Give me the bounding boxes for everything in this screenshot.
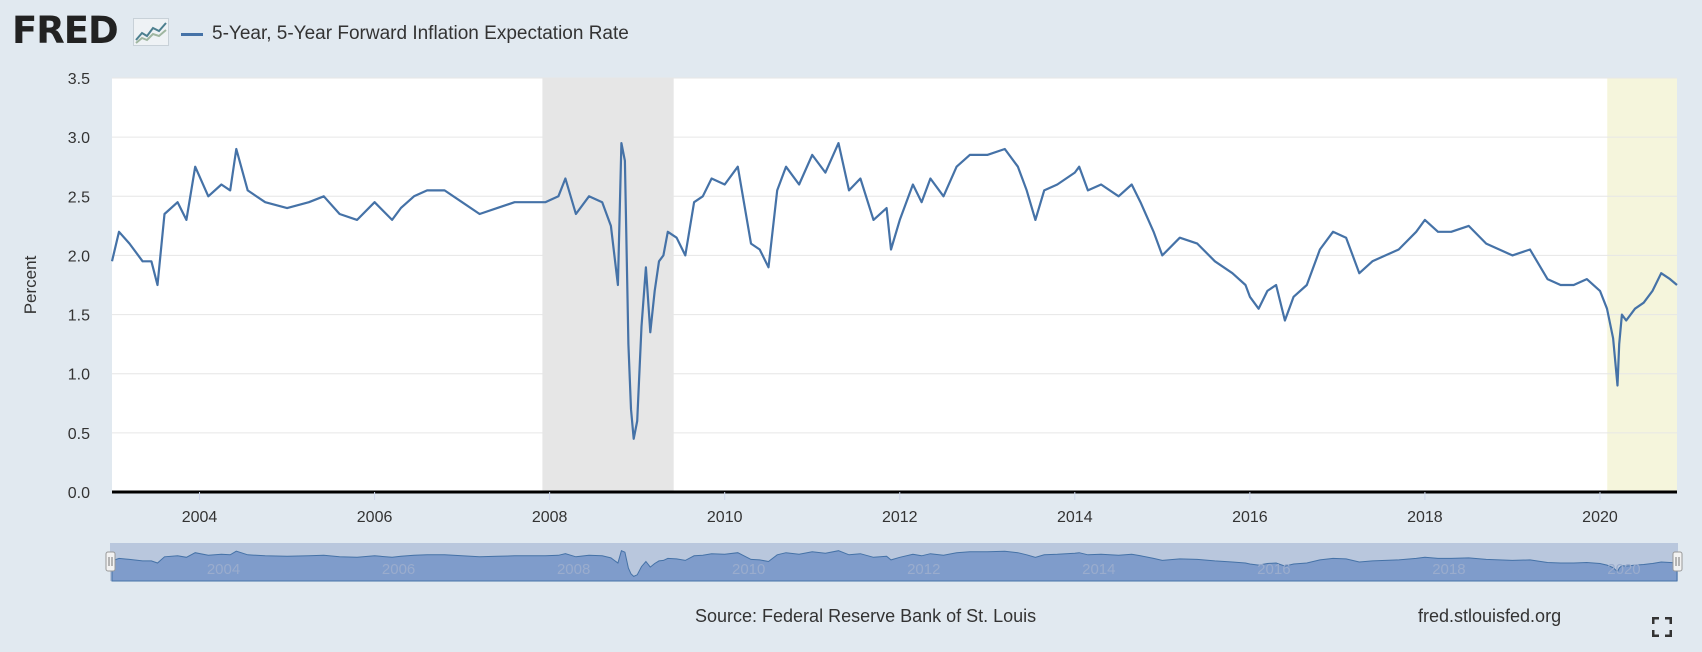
navigator-year-label: 2006 xyxy=(382,561,415,578)
legend-series-label: 5-Year, 5-Year Forward Inflation Expecta… xyxy=(212,23,629,44)
y-tick-label: 0.0 xyxy=(68,485,90,502)
x-tick-label: 2004 xyxy=(182,509,218,526)
x-tick-label: 2012 xyxy=(882,509,918,526)
series-line[interactable] xyxy=(110,142,1678,440)
navigator-year-label: 2010 xyxy=(732,561,765,578)
chart-header: FRED 5-Year, 5-Year Forward Inflation Ex… xyxy=(0,0,1702,70)
navigator-right-handle[interactable] xyxy=(1672,551,1683,572)
site-link[interactable]: fred.stlouisfed.org xyxy=(1418,606,1562,626)
x-tick-label: 2008 xyxy=(532,509,568,526)
fred-logo[interactable]: FRED xyxy=(12,9,119,52)
navigator-year-label: 2018 xyxy=(1432,561,1465,578)
x-tick-label: 2016 xyxy=(1232,509,1268,526)
y-tick-label: 0.5 xyxy=(68,426,90,443)
y-axis-title: Percent xyxy=(21,255,40,314)
recession-shade xyxy=(542,78,674,492)
fullscreen-icon[interactable] xyxy=(1652,617,1672,637)
y-tick-label: 1.5 xyxy=(68,308,90,325)
legend-line-swatch xyxy=(181,32,203,36)
navigator-year-label: 2008 xyxy=(557,561,590,578)
source-text: Source: Federal Reserve Bank of St. Loui… xyxy=(695,606,1037,626)
x-tick-label: 2018 xyxy=(1407,509,1443,526)
x-tick-label: 2010 xyxy=(707,509,743,526)
navigator-year-label: 2016 xyxy=(1257,561,1290,578)
y-tick-label: 1.0 xyxy=(68,367,90,384)
x-axis: 2004 2006 2008 2010 2012 2014 2016 2018 2020 xyxy=(182,492,1618,526)
x-tick-label: 2014 xyxy=(1057,509,1093,526)
trend-chart-icon xyxy=(133,18,169,46)
y-tick-label: 2.5 xyxy=(68,189,90,206)
y-axis: 0.0 0.5 1.0 1.5 2.0 2.5 3.0 3.5 xyxy=(68,71,90,502)
y-tick-label: 3.5 xyxy=(68,71,90,88)
x-tick-label: 2020 xyxy=(1582,509,1618,526)
chart-legend[interactable]: 5-Year, 5-Year Forward Inflation Expecta… xyxy=(181,22,629,46)
y-tick-label: 3.0 xyxy=(68,130,90,147)
shaded-regions xyxy=(542,78,1677,492)
navigator-year-label: 2014 xyxy=(1082,561,1115,578)
range-navigator[interactable]: 2004 2006 2008 2010 2012 2014 2016 2018 2020 xyxy=(105,543,1683,582)
plot-background xyxy=(112,78,1677,492)
x-tick-label: 2006 xyxy=(357,509,393,526)
navigator-year-label: 2004 xyxy=(207,561,240,578)
navigator-year-label: 2020 xyxy=(1607,561,1640,578)
navigator-left-handle[interactable] xyxy=(105,551,116,572)
navigator-year-label: 2012 xyxy=(907,561,940,578)
highlight-shade xyxy=(1607,78,1677,492)
series-group xyxy=(110,142,1678,440)
navigator-area xyxy=(111,550,1678,582)
y-tick-label: 2.0 xyxy=(68,248,90,265)
navigator-labels: 2004 2006 2008 2010 2012 2014 2016 2018 2020 xyxy=(207,561,1641,578)
grid-lines xyxy=(112,77,1677,434)
